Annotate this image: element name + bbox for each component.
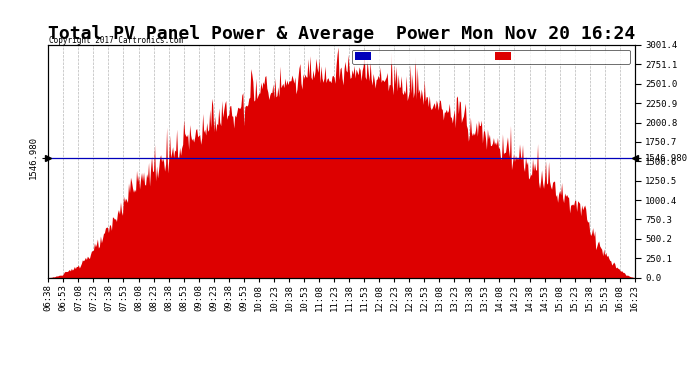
Title: Total PV Panel Power & Average  Power Mon Nov 20 16:24: Total PV Panel Power & Average Power Mon… — [48, 26, 635, 44]
Text: Copyright 2017 Cartronics.com: Copyright 2017 Cartronics.com — [49, 36, 183, 45]
Legend: Average  (DC Watts), PV Panels  (DC Watts): Average (DC Watts), PV Panels (DC Watts) — [352, 50, 630, 64]
